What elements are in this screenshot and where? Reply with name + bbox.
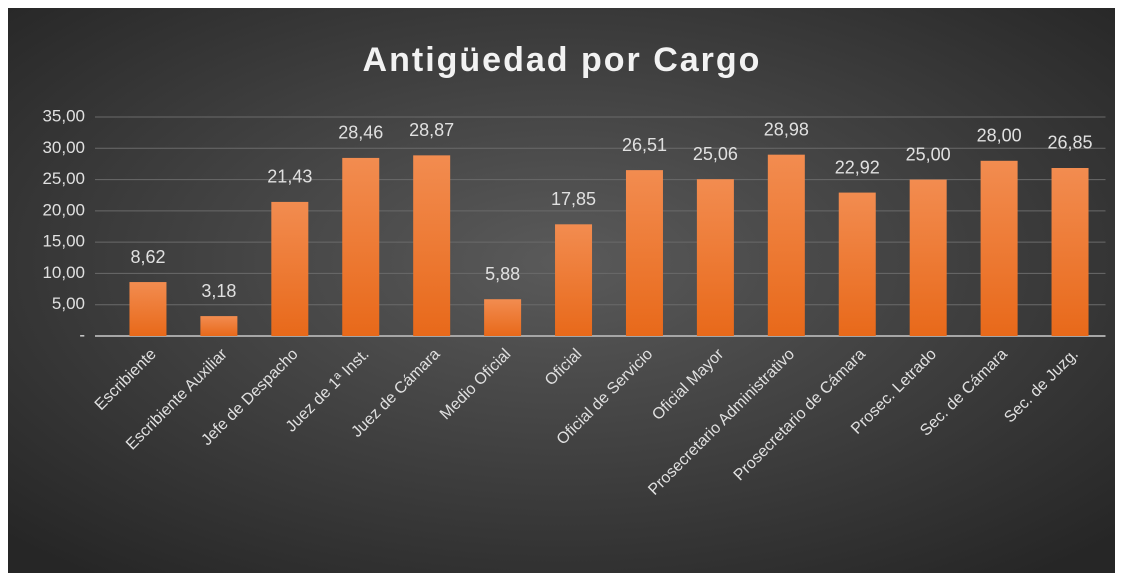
value-label: 21,43 [267, 167, 312, 187]
value-label: 17,85 [551, 189, 596, 209]
y-tick-label: 25,00 [42, 169, 85, 188]
bar [342, 157, 380, 336]
bar [271, 201, 309, 336]
bar [484, 299, 522, 336]
chart-title: Antigüedad por Cargo [363, 41, 762, 79]
value-label: 3,18 [201, 281, 236, 301]
value-label: 26,51 [622, 135, 667, 155]
value-label: 28,46 [338, 123, 383, 143]
value-label: 8,62 [130, 247, 165, 267]
value-label: 5,88 [485, 264, 520, 284]
value-label: 28,00 [977, 126, 1022, 146]
bar [696, 179, 734, 336]
y-tick-label: - [79, 325, 85, 344]
bar [909, 179, 947, 336]
bar [767, 154, 805, 336]
value-label: 28,98 [764, 119, 809, 139]
y-tick-label: 30,00 [42, 138, 85, 157]
bar [200, 316, 238, 336]
y-tick-label: 5,00 [52, 294, 85, 313]
bar [838, 192, 876, 336]
value-label: 25,00 [906, 144, 951, 164]
value-label: 25,06 [693, 144, 738, 164]
bar [413, 155, 451, 336]
y-tick-label: 10,00 [42, 263, 85, 282]
value-label: 26,85 [1048, 133, 1093, 153]
bar [129, 282, 167, 336]
y-tick-label: 15,00 [42, 232, 85, 251]
bar [625, 170, 663, 336]
y-tick-label: 20,00 [42, 200, 85, 219]
bar [1051, 167, 1089, 336]
bar [555, 224, 593, 336]
value-label: 28,87 [409, 120, 454, 140]
bar [980, 160, 1018, 336]
y-tick-label: 35,00 [42, 106, 85, 125]
value-label: 22,92 [835, 157, 880, 177]
